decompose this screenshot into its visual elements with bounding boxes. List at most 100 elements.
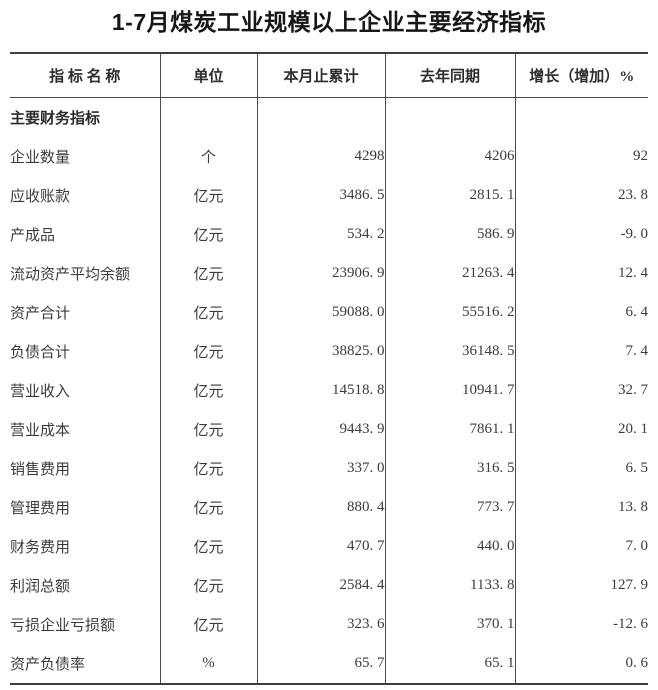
table-row: 利润总额 亿元 2584. 4 1133. 8 127. 9 — [10, 566, 648, 605]
indicator-unit: 亿元 — [159, 527, 257, 566]
growth-value: 6. 4 — [514, 293, 648, 332]
table-row: 管理费用 亿元 880. 4 773. 7 13. 8 — [10, 488, 648, 527]
growth-value: 0. 6 — [514, 644, 648, 684]
growth-value: 7. 4 — [514, 332, 648, 371]
indicator-name: 营业收入 — [10, 384, 71, 400]
indicator-name: 应收账款 — [10, 189, 71, 205]
empty-cell — [384, 97, 515, 137]
col-header-indicator-name: 指 标 名 称 — [10, 53, 160, 98]
last-year-value: 1133. 8 — [384, 566, 515, 605]
current-cumulative-value: 4298 — [256, 137, 385, 176]
table-row: 资产合计 亿元 59088. 0 55516. 2 6. 4 — [10, 293, 648, 332]
growth-value: 6. 5 — [514, 449, 648, 488]
growth-value: -9. 0 — [514, 215, 648, 254]
indicator-unit: 亿元 — [159, 254, 257, 293]
indicator-name: 资产合计 — [10, 306, 71, 322]
growth-value: 127. 9 — [514, 566, 648, 605]
growth-value: 13. 8 — [514, 488, 648, 527]
indicator-unit: 亿元 — [159, 332, 257, 371]
indicator-unit: 亿元 — [159, 605, 257, 644]
last-year-value: 21263. 4 — [384, 254, 515, 293]
current-cumulative-value: 534. 2 — [256, 215, 385, 254]
indicator-name: 销售费用 — [10, 462, 71, 478]
indicator-name: 企业数量 — [10, 150, 71, 166]
indicator-unit: % — [159, 644, 257, 684]
page-title: 1-7月煤炭工业规模以上企业主要经济指标 — [111, 9, 547, 35]
last-year-value: 4206 — [384, 137, 515, 176]
table-body: 主要财务指标 企业数量 个 4298 4206 92 应收账款 亿元 3486.… — [10, 97, 648, 684]
current-cumulative-value: 323. 6 — [256, 605, 385, 644]
current-cumulative-value: 59088. 0 — [256, 293, 385, 332]
indicator-name: 负债合计 — [10, 345, 71, 361]
indicator-name: 产成品 — [10, 228, 56, 244]
indicators-table: 指 标 名 称 单位 本月止累计 去年同期 增长（增加）% 主要财务指标 企业数… — [10, 52, 648, 685]
table-header: 指 标 名 称 单位 本月止累计 去年同期 增长（增加）% — [10, 53, 648, 98]
indicator-name: 利润总额 — [10, 579, 71, 595]
indicator-unit: 亿元 — [159, 566, 257, 605]
indicator-unit: 亿元 — [159, 215, 257, 254]
growth-value: 23. 8 — [514, 176, 648, 215]
indicator-name: 财务费用 — [10, 540, 71, 556]
table-row: 资产负债率 % 65. 7 65. 1 0. 6 — [10, 644, 648, 684]
table-row: 企业数量 个 4298 4206 92 — [10, 137, 648, 176]
last-year-value: 440. 0 — [384, 527, 515, 566]
growth-value: 20. 1 — [514, 410, 648, 449]
indicator-name: 管理费用 — [10, 501, 71, 517]
col-header-unit: 单位 — [159, 53, 257, 98]
indicator-unit: 亿元 — [159, 449, 257, 488]
indicator-unit: 亿元 — [159, 371, 257, 410]
table-row: 应收账款 亿元 3486. 5 2815. 1 23. 8 — [10, 176, 648, 215]
last-year-value: 370. 1 — [384, 605, 515, 644]
current-cumulative-value: 470. 7 — [256, 527, 385, 566]
col-header-growth-percent: 增长（增加）% — [514, 53, 648, 98]
last-year-value: 10941. 7 — [384, 371, 515, 410]
col-header-month-cumulative: 本月止累计 — [256, 53, 385, 98]
indicator-name: 流动资产平均余额 — [10, 267, 131, 283]
header-row: 指 标 名 称 单位 本月止累计 去年同期 增长（增加）% — [10, 53, 648, 98]
indicator-unit: 亿元 — [159, 410, 257, 449]
current-cumulative-value: 9443. 9 — [256, 410, 385, 449]
indicator-name: 亏损企业亏损额 — [10, 618, 116, 634]
indicator-unit: 亿元 — [159, 293, 257, 332]
table-row: 销售费用 亿元 337. 0 316. 5 6. 5 — [10, 449, 648, 488]
empty-cell — [514, 97, 648, 137]
growth-value: 12. 4 — [514, 254, 648, 293]
growth-value: 7. 0 — [514, 527, 648, 566]
indicator-name: 营业成本 — [10, 423, 71, 439]
indicator-unit: 亿元 — [159, 176, 257, 215]
col-header-last-year-period: 去年同期 — [384, 53, 515, 98]
table-row: 负债合计 亿元 38825. 0 36148. 5 7. 4 — [10, 332, 648, 371]
current-cumulative-value: 38825. 0 — [256, 332, 385, 371]
last-year-value: 773. 7 — [384, 488, 515, 527]
last-year-value: 586. 9 — [384, 215, 515, 254]
last-year-value: 2815. 1 — [384, 176, 515, 215]
growth-value: -12. 6 — [514, 605, 648, 644]
current-cumulative-value: 3486. 5 — [256, 176, 385, 215]
indicator-name: 资产负债率 — [10, 657, 86, 673]
last-year-value: 316. 5 — [384, 449, 515, 488]
empty-cell — [159, 97, 257, 137]
current-cumulative-value: 2584. 4 — [256, 566, 385, 605]
indicator-unit: 个 — [159, 137, 257, 176]
table-row: 产成品 亿元 534. 2 586. 9 -9. 0 — [10, 215, 648, 254]
last-year-value: 36148. 5 — [384, 332, 515, 371]
current-cumulative-value: 337. 0 — [256, 449, 385, 488]
table-row: 营业收入 亿元 14518. 8 10941. 7 32. 7 — [10, 371, 648, 410]
last-year-value: 65. 1 — [384, 644, 515, 684]
last-year-value: 7861. 1 — [384, 410, 515, 449]
table-row: 财务费用 亿元 470. 7 440. 0 7. 0 — [10, 527, 648, 566]
table-row: 流动资产平均余额 亿元 23906. 9 21263. 4 12. 4 — [10, 254, 648, 293]
empty-cell — [256, 97, 385, 137]
table-row: 亏损企业亏损额 亿元 323. 6 370. 1 -12. 6 — [10, 605, 648, 644]
table-row: 营业成本 亿元 9443. 9 7861. 1 20. 1 — [10, 410, 648, 449]
current-cumulative-value: 880. 4 — [256, 488, 385, 527]
growth-value: 32. 7 — [514, 371, 648, 410]
growth-value: 92 — [514, 137, 648, 176]
current-cumulative-value: 65. 7 — [256, 644, 385, 684]
current-cumulative-value: 14518. 8 — [256, 371, 385, 410]
current-cumulative-value: 23906. 9 — [256, 254, 385, 293]
last-year-value: 55516. 2 — [384, 293, 515, 332]
section-header-label: 主要财务指标 — [10, 111, 101, 127]
section-header-row: 主要财务指标 — [10, 97, 648, 137]
